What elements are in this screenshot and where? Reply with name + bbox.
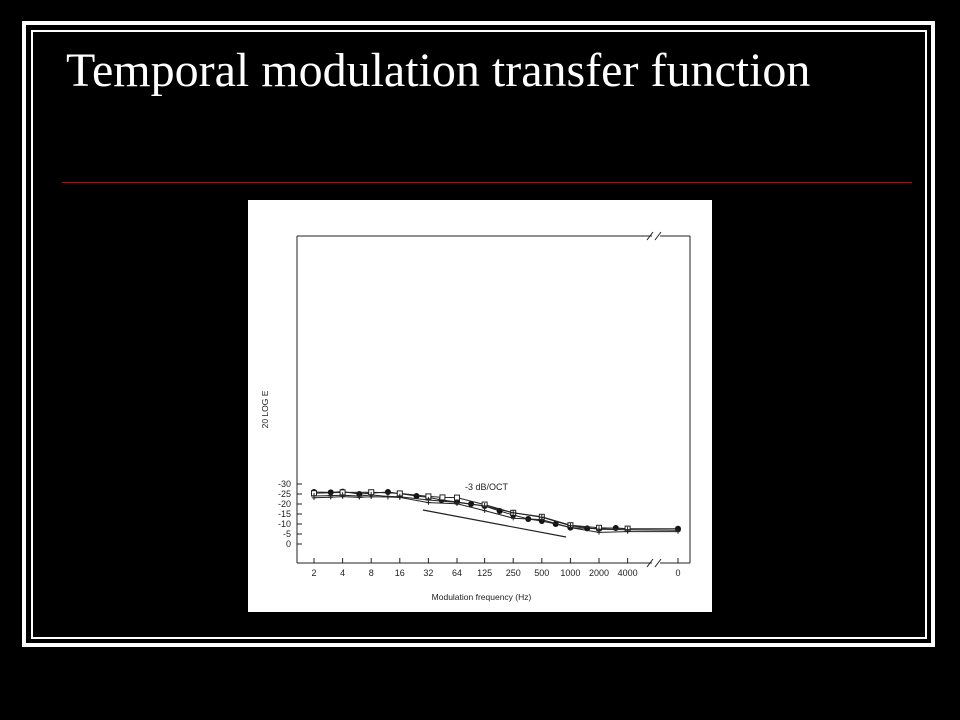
data-point-plus <box>328 495 333 500</box>
slope-annotation-label: -3 dB/OCT <box>465 482 509 492</box>
x-axis-title: Modulation frequency (Hz) <box>432 592 532 602</box>
data-point-plus <box>385 494 391 500</box>
axis-break-mark <box>654 558 662 568</box>
y-tick-label: -15 <box>278 509 291 519</box>
data-point-plus <box>511 516 516 521</box>
y-tick-label: -30 <box>278 479 291 489</box>
data-point-plus <box>357 495 362 500</box>
slope-reference-line <box>422 509 567 538</box>
data-point-plus <box>369 494 374 499</box>
data-point-open-square <box>439 494 446 501</box>
x-tick-label: 2 <box>311 568 316 578</box>
x-tick-label: 250 <box>506 568 521 578</box>
y-tick-label: -25 <box>278 489 291 499</box>
x-tick-label: 4 <box>340 568 345 578</box>
chart-panel: -30 -25 -20 -15 -10 -5 0 2 4 8 16 32 64 125 250 500 1000… <box>248 200 712 612</box>
data-point-plus <box>481 503 488 509</box>
series-line <box>313 494 679 531</box>
y-tick-label: 0 <box>286 539 291 549</box>
data-point-plus <box>397 495 402 500</box>
data-point-filled-circle <box>384 489 391 495</box>
data-point-open-square <box>454 494 460 501</box>
data-point-plus <box>625 529 630 534</box>
axis-break-mark <box>646 231 654 241</box>
data-point-plus <box>426 500 431 505</box>
x-tick-label: 64 <box>452 568 462 578</box>
x-tick-label: 4000 <box>618 568 638 578</box>
axes-layer: -30-25-20-15-10-502 4 8 16 32 64 125 250 500 1000… <box>278 231 691 578</box>
data-point-plus <box>596 530 602 535</box>
slide-inner-border <box>31 30 927 639</box>
data-point-plus <box>675 529 681 534</box>
x-tick-label: 500 <box>534 568 549 578</box>
slide-outer-border <box>22 21 935 647</box>
axis-break-mark <box>646 558 654 568</box>
y-tick-label: -10 <box>278 519 291 529</box>
x-tick-label: 8 <box>369 568 374 578</box>
x-tick-label: 1000 <box>560 568 580 578</box>
y-tick-label: -20 <box>278 499 291 509</box>
title-divider <box>62 182 912 183</box>
x-tick-label: 2000 <box>589 568 609 578</box>
data-point-plus <box>568 525 573 530</box>
y-axis-title: 20 LOG E <box>260 390 270 428</box>
tmtf-chart: -30-25-20-15-10-502 4 8 16 32 64 125 250 500 1000… <box>260 231 691 602</box>
data-point-plus <box>482 508 487 513</box>
data-point-plus <box>311 495 317 500</box>
data-point-plus <box>454 501 460 506</box>
x-tick-label: 0 <box>675 568 680 578</box>
series-line <box>313 496 678 533</box>
annotation-layer <box>422 509 567 538</box>
data-point-plus <box>340 494 345 499</box>
y-tick-label: -5 <box>283 529 291 539</box>
x-tick-label: 16 <box>395 568 405 578</box>
x-tick-label: 125 <box>477 568 492 578</box>
series-layer <box>311 488 681 535</box>
data-point-plus <box>510 509 517 516</box>
axis-break-mark <box>654 231 662 241</box>
slide-title: Temporal modulation transfer function <box>66 44 811 97</box>
x-tick-label: 32 <box>423 568 433 578</box>
data-point-plus <box>539 517 545 522</box>
